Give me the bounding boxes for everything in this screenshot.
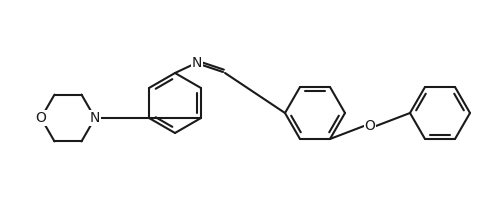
Text: O: O — [35, 111, 46, 125]
Text: N: N — [192, 56, 202, 70]
Text: O: O — [365, 119, 375, 133]
Text: N: N — [90, 111, 100, 125]
